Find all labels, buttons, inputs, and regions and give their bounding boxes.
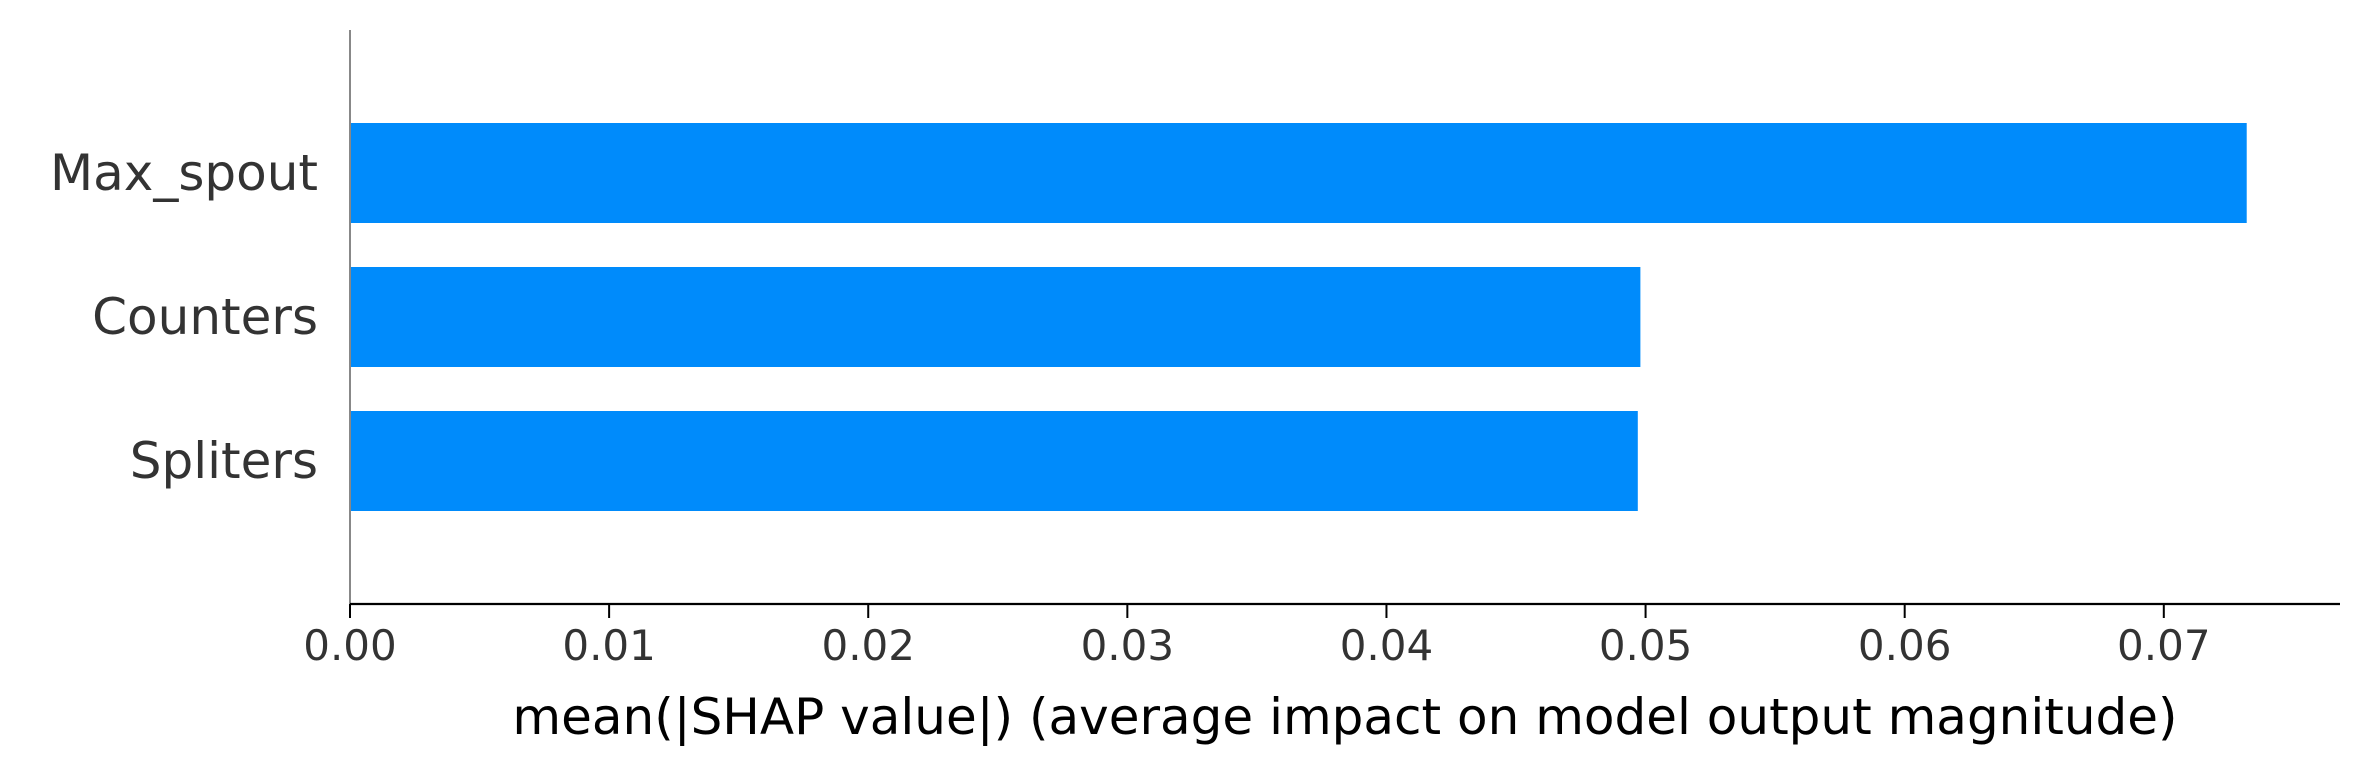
y-tick-label: Counters bbox=[92, 288, 318, 346]
x-tick-label: 0.02 bbox=[821, 621, 915, 670]
bars-layer bbox=[350, 123, 2247, 511]
x-tick-label: 0.01 bbox=[562, 621, 656, 670]
bar-counters bbox=[350, 267, 1641, 367]
x-tick-label: 0.04 bbox=[1340, 621, 1434, 670]
y-tick-label: Spliters bbox=[130, 432, 318, 490]
x-tick-label: 0.07 bbox=[2117, 621, 2211, 670]
x-axis-label: mean(|SHAP value|) (average impact on mo… bbox=[512, 688, 2177, 746]
y-tick-labels: Max_spout Counters Spliters bbox=[50, 144, 318, 490]
x-ticks: 0.00 0.01 0.02 0.03 0.04 0.05 0.06 0.07 bbox=[303, 604, 2211, 670]
bar-max-spout bbox=[350, 123, 2247, 223]
x-tick-label: 0.06 bbox=[1858, 621, 1952, 670]
x-tick-label: 0.03 bbox=[1081, 621, 1175, 670]
x-tick-label: 0.05 bbox=[1599, 621, 1693, 670]
x-tick-label: 0.00 bbox=[303, 621, 397, 670]
y-tick-label: Max_spout bbox=[50, 144, 318, 202]
bar-spliters bbox=[350, 411, 1638, 511]
